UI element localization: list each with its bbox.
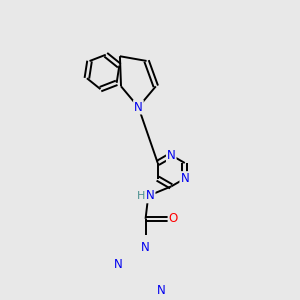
Text: N: N [134,100,143,114]
Text: N: N [167,149,176,162]
Text: N: N [146,189,154,203]
Text: H: H [137,191,146,201]
Text: N: N [141,241,150,254]
Text: N: N [156,284,165,297]
Text: O: O [169,212,178,225]
Text: N: N [180,172,189,185]
Text: N: N [113,258,122,271]
